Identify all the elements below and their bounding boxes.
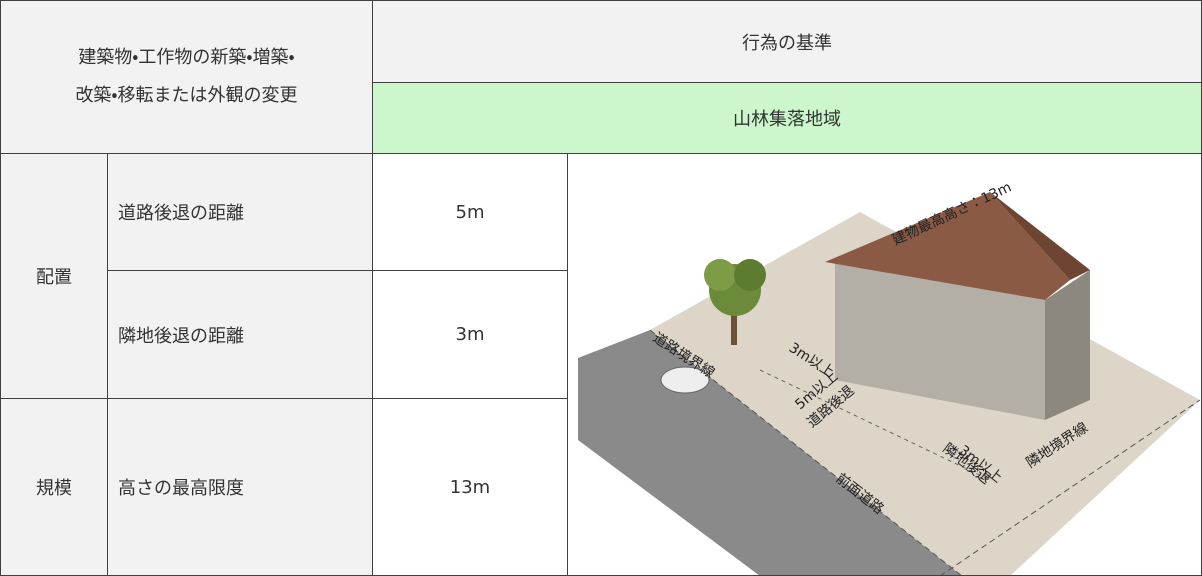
boundary-line	[649, 329, 962, 575]
illustration-cell: 建物最高高さ：13m 道路境界線 3m以上 5m以上 道路後退 3m以上 隣地後…	[567, 153, 1202, 576]
area-header: 山林集落地域	[372, 82, 1202, 154]
tree-crown	[734, 259, 766, 291]
roof-edge	[990, 192, 1090, 280]
boundary-line	[940, 399, 1201, 575]
item-cell: 高さの最高限度	[107, 398, 373, 576]
car	[660, 366, 710, 394]
setback-line	[759, 369, 991, 481]
group-cell: 規模	[0, 398, 108, 576]
subject-header: 建築物・工作物の新築・増築・ 改築・移転または外観の変更	[0, 0, 373, 154]
subject-lines: 建築物・工作物の新築・増築・ 改築・移転または外観の変更	[75, 39, 297, 115]
item-cell: 道路後退の距離	[107, 153, 373, 271]
illustration: 建物最高高さ：13m 道路境界線 3m以上 5m以上 道路後退 3m以上 隣地後…	[578, 179, 1201, 575]
value-cell: 5m	[372, 153, 568, 271]
criteria-header: 行為の基準	[372, 0, 1202, 83]
group-cell: 配置	[0, 153, 108, 399]
house-front	[835, 262, 1045, 420]
value-cell: 13m	[372, 398, 568, 576]
item-cell: 隣地後退の距離	[107, 270, 373, 399]
subject-line: 改築・移転または外観の変更	[75, 85, 298, 106]
tree-crown	[704, 259, 736, 291]
tree-trunk	[731, 290, 737, 345]
roof	[825, 192, 1070, 300]
house-side	[1045, 270, 1090, 420]
subject-line: 建築物・工作物の新築・増築・	[78, 47, 295, 68]
value-cell: 3m	[372, 270, 568, 399]
